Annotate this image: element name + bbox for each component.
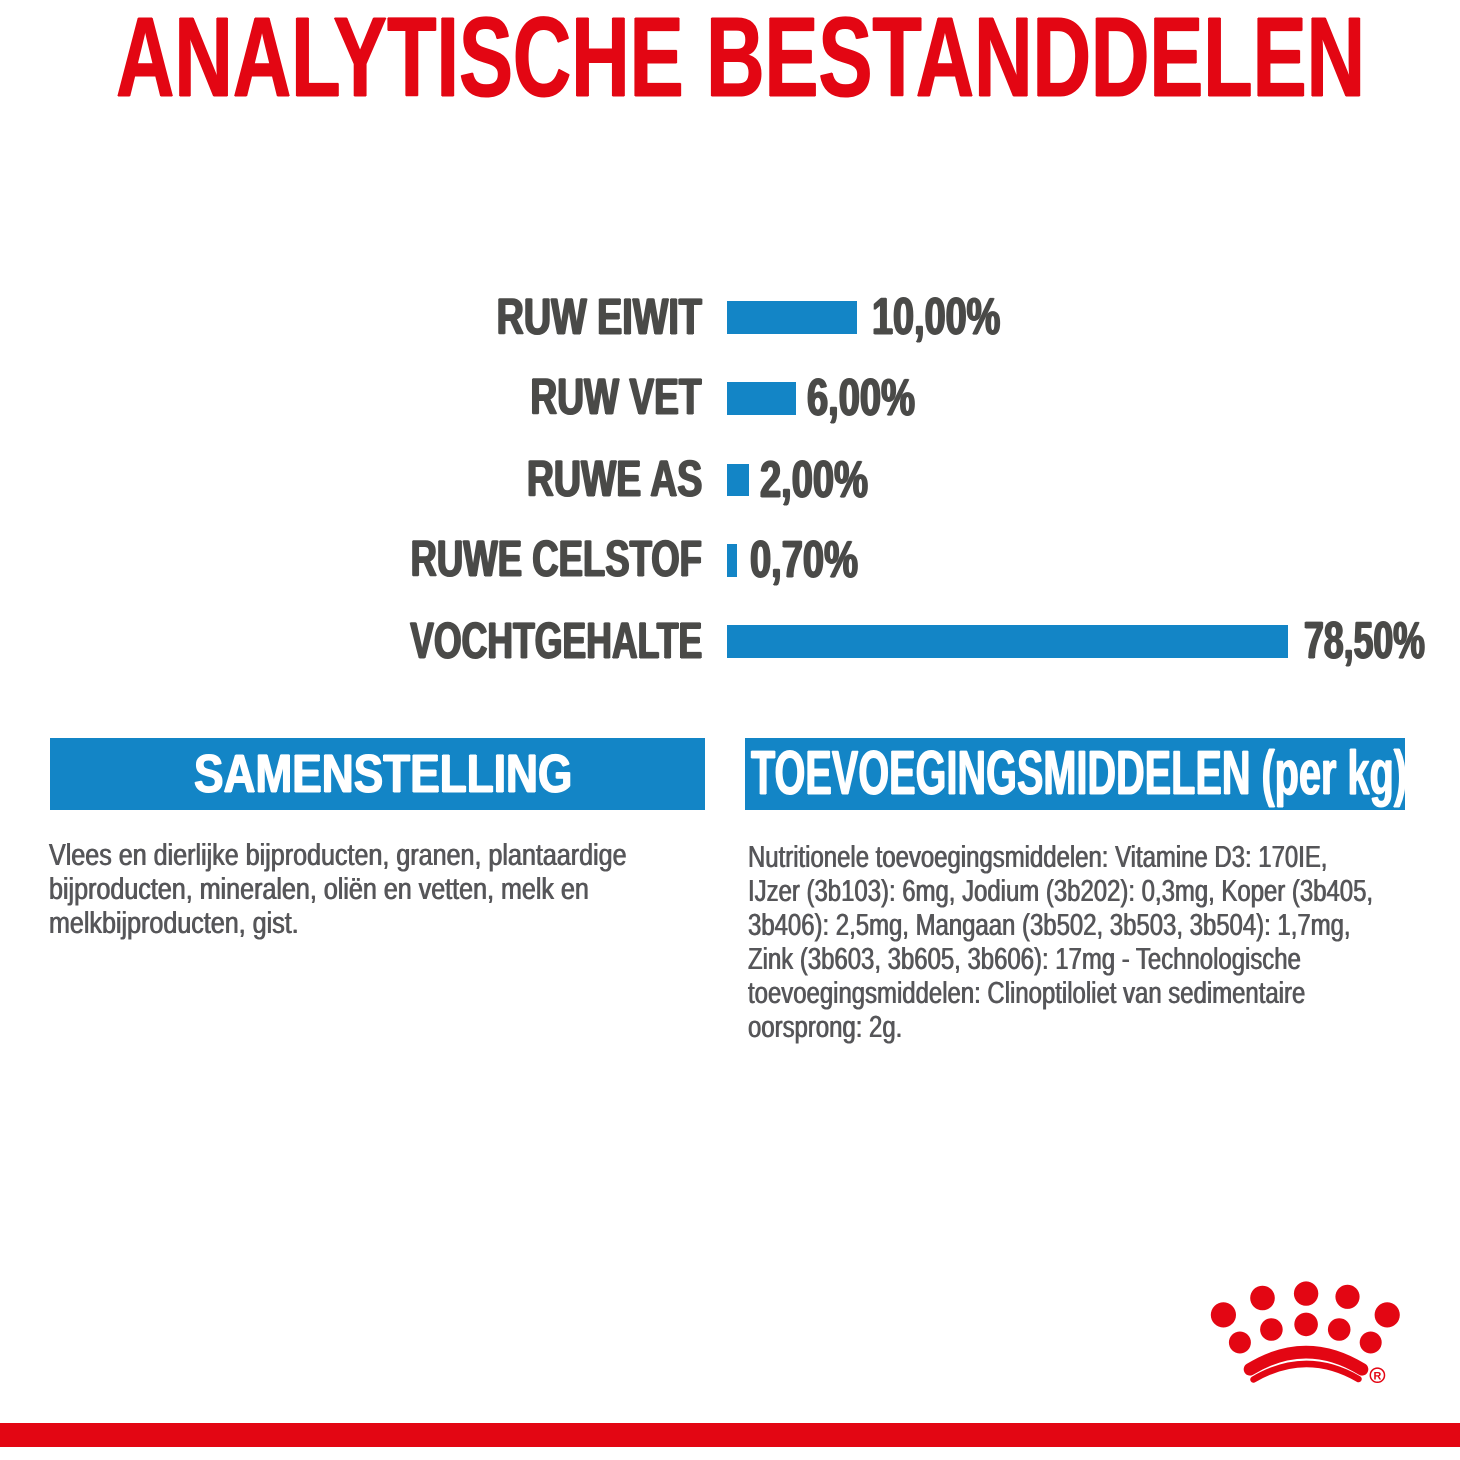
svg-text:R: R <box>1373 1370 1381 1382</box>
